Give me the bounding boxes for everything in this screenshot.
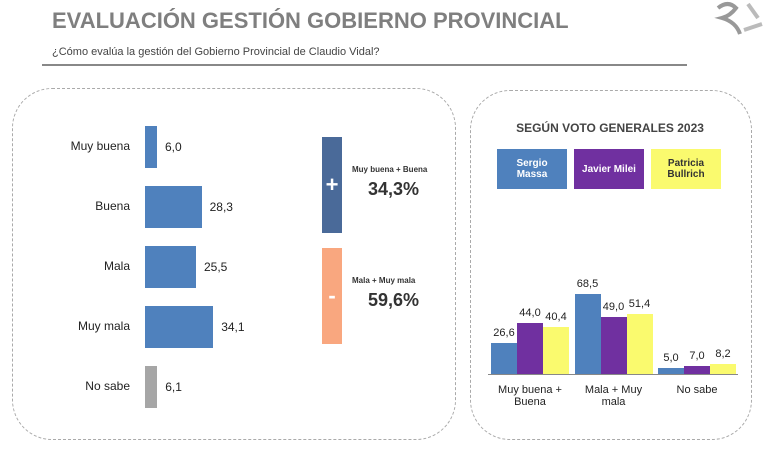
category-label: Mala xyxy=(103,259,130,273)
subtitle: ¿Cómo evalúa la gestión del Gobierno Pro… xyxy=(52,46,380,58)
value-label: 68,5 xyxy=(576,277,599,290)
bar xyxy=(145,126,157,168)
right-panel xyxy=(470,90,752,440)
bar xyxy=(684,365,710,374)
summary-value: 34,3% xyxy=(368,179,420,199)
legend-item: Javier Milei xyxy=(574,149,644,189)
value-label: 26,6 xyxy=(493,326,515,339)
bar xyxy=(145,306,214,348)
x-tick-label: Mala + Muy mala xyxy=(584,384,643,408)
value-label: 34,1 xyxy=(221,320,245,334)
x-tick-label: Muy buena + Buena xyxy=(498,384,562,408)
value-label: 40,4 xyxy=(545,310,567,323)
value-label: 49,0 xyxy=(602,300,625,313)
bar xyxy=(600,316,627,374)
value-label: 51,4 xyxy=(628,297,651,310)
left-panel xyxy=(12,88,456,440)
bar xyxy=(491,342,517,374)
legend-item: Patricia Bullrich xyxy=(651,149,721,189)
bar xyxy=(145,186,202,228)
bar xyxy=(145,366,158,408)
summary-box: - xyxy=(322,248,342,344)
bar xyxy=(145,246,196,288)
bar xyxy=(517,322,543,374)
bar xyxy=(574,293,601,374)
chart-title: SEGÚN VOTO GENERALES 2023 xyxy=(516,121,704,135)
value-label: 6,1 xyxy=(165,380,182,394)
value-label: 25,5 xyxy=(204,260,228,274)
summary-label: Mala + Muy mala xyxy=(352,276,416,285)
value-label: 7,0 xyxy=(689,349,705,362)
bar xyxy=(543,326,569,374)
category-label: No sabe xyxy=(85,379,130,393)
value-label: 6,0 xyxy=(165,140,182,154)
axis-line xyxy=(488,374,738,375)
bar xyxy=(626,313,653,374)
category-label: Muy mala xyxy=(77,319,130,333)
divider xyxy=(42,64,687,66)
bar xyxy=(710,364,736,374)
category-label: Muy buena xyxy=(70,139,130,153)
value-label: 44,0 xyxy=(519,306,541,319)
bar xyxy=(658,368,684,374)
legend-item: Sergio Massa xyxy=(497,149,567,189)
summary-value: 59,6% xyxy=(368,290,420,310)
value-label: 8,2 xyxy=(715,348,731,361)
title: EVALUACIÓN GESTIÓN GOBIERNO PROVINCIAL xyxy=(52,8,569,33)
summary-box: + xyxy=(322,137,342,233)
logo xyxy=(714,2,763,35)
value-label: 5,0 xyxy=(663,352,679,365)
value-label: 28,3 xyxy=(209,200,233,214)
x-tick-label: No sabe xyxy=(676,384,718,396)
summary-label: Muy buena + Buena xyxy=(352,165,428,174)
category-label: Buena xyxy=(95,199,130,213)
